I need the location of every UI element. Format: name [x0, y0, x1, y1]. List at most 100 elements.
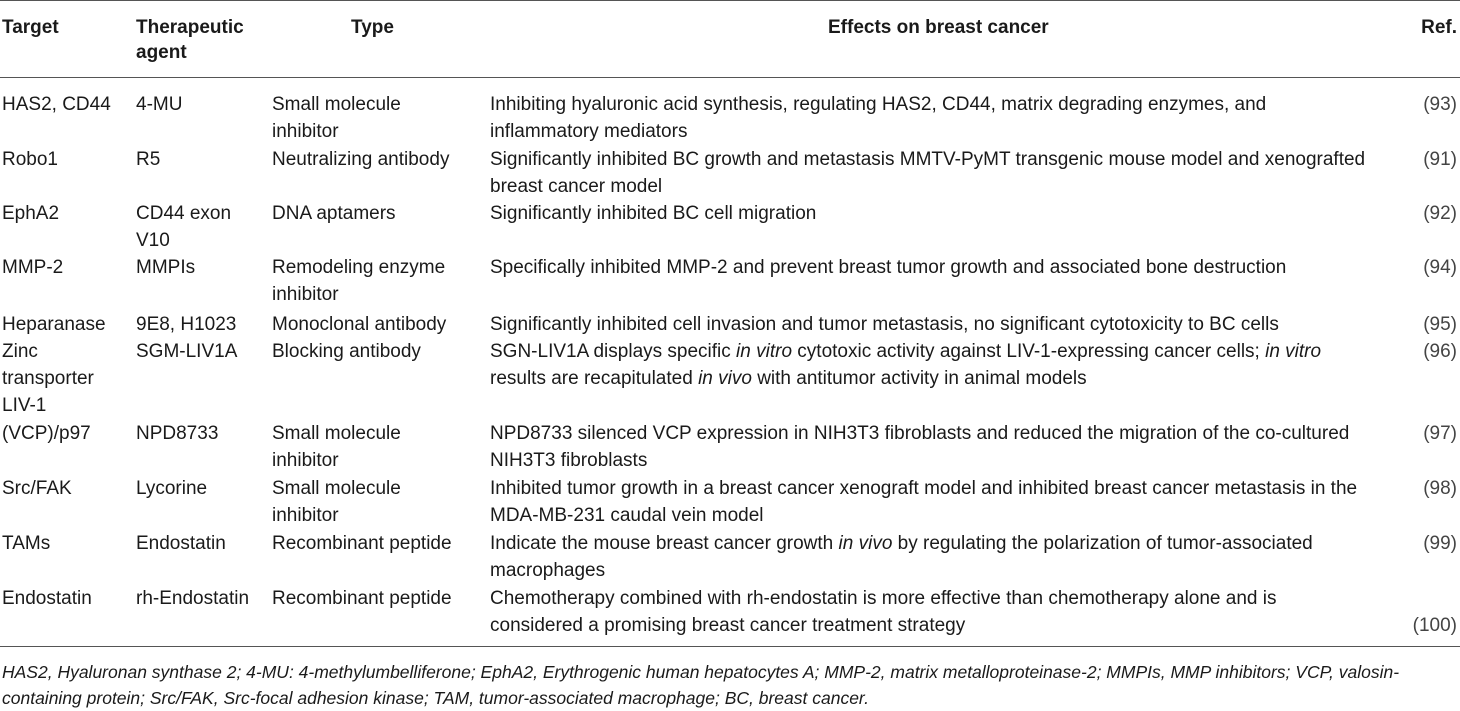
footnote-line-2: containing protein; Src/FAK, Src-focal a…: [2, 688, 869, 708]
top-rule: [0, 0, 1460, 1]
cell-type: Small molecule inhibitor: [272, 91, 401, 145]
cell-target: Endostatin: [2, 585, 92, 612]
cell-target: EphA2: [2, 200, 59, 227]
cell-agent-line: NPD8733: [136, 423, 219, 444]
cell-target-line: Robo1: [2, 149, 58, 170]
cell-type-line: Monoclonal antibody: [272, 314, 447, 335]
cell-target: Src/FAK: [2, 475, 72, 502]
cell-effects-line: Significantly inhibited cell invasion an…: [490, 311, 1279, 338]
effects-text: SGN-LIV1A displays specific: [490, 341, 737, 362]
cell-agent: MMPIs: [136, 254, 195, 281]
cell-target-line: LIV-1: [2, 395, 47, 416]
table-footnote: HAS2, Hyaluronan synthase 2; 4-MU: 4-met…: [2, 659, 1458, 711]
cell-effects: Significantly inhibited BC growth and me…: [490, 146, 1365, 200]
effects-text: inflammatory mediators: [490, 121, 688, 142]
cell-agent: SGM-LIV1A: [136, 338, 237, 365]
cell-target: MMP-2: [2, 254, 63, 281]
effects-text: Inhibiting hyaluronic acid synthesis, re…: [490, 94, 1267, 115]
cell-agent-line: Endostatin: [136, 533, 226, 554]
effects-text: cytotoxic activity against LIV-1-express…: [792, 341, 1266, 362]
effects-text: NPD8733 silenced VCP expression in NIH3T…: [490, 423, 1350, 444]
cell-type-line: Blocking antibody: [272, 341, 421, 362]
cell-agent-line: 4-MU: [136, 94, 183, 115]
cell-effects-line: Inhibited tumor growth in a breast cance…: [490, 475, 1357, 502]
effects-text: MDA-MB-231 caudal vein model: [490, 505, 764, 526]
cell-ref: (91): [1423, 149, 1457, 170]
cell-agent: R5: [136, 146, 160, 173]
header-effects: Effects on breast cancer: [828, 17, 1049, 38]
cell-agent: CD44 exon V10: [136, 200, 231, 254]
header-target: Target: [2, 17, 59, 38]
cell-type-line: Recombinant peptide: [272, 588, 452, 609]
effects-text: Inhibited tumor growth in a breast cance…: [490, 478, 1358, 499]
cell-effects-line: NIH3T3 fibroblasts: [490, 447, 1349, 474]
cell-effects: Inhibiting hyaluronic acid synthesis, re…: [490, 91, 1266, 145]
effects-text: results are recapitulated: [490, 368, 699, 389]
cell-agent-line: SGM-LIV1A: [136, 341, 238, 362]
cell-ref: (95): [1423, 314, 1457, 335]
cell-ref: (93): [1423, 94, 1457, 115]
cell-agent-line: 9E8, H1023: [136, 314, 237, 335]
cell-type: Monoclonal antibody: [272, 311, 446, 338]
effects-text: by regulating the polarization of tumor-…: [892, 533, 1313, 554]
cell-agent-line: V10: [136, 230, 170, 251]
cell-ref: (94): [1423, 257, 1457, 278]
effects-text: NIH3T3 fibroblasts: [490, 450, 648, 471]
effects-text: considered a promising breast cancer tre…: [490, 615, 966, 636]
cell-effects: Indicate the mouse breast cancer growth …: [490, 530, 1313, 584]
cell-type: Recombinant peptide: [272, 585, 452, 612]
cell-effects-line: Significantly inhibited BC growth and me…: [490, 146, 1365, 173]
header-ref: Ref.: [1421, 17, 1457, 38]
cell-type-line: inhibitor: [272, 284, 339, 305]
effects-text: with antitumor activity in animal models: [751, 368, 1087, 389]
effects-text: Significantly inhibited BC cell migratio…: [490, 203, 817, 224]
cell-target: Zinc transporter LIV-1: [2, 338, 94, 419]
cell-type: Neutralizing antibody: [272, 146, 449, 173]
cell-type: Small molecule inhibitor: [272, 475, 401, 529]
cell-ref: (96): [1423, 341, 1457, 362]
header-rule: [0, 77, 1460, 78]
cell-effects: SGN-LIV1A displays specific in vitro cyt…: [490, 338, 1321, 392]
cell-target-line: Endostatin: [2, 588, 92, 609]
footnote-line-1: HAS2, Hyaluronan synthase 2; 4-MU: 4-met…: [2, 662, 1400, 682]
cell-type-line: Remodeling enzyme: [272, 257, 446, 278]
cell-type-line: DNA aptamers: [272, 203, 396, 224]
italic-term: in vitro: [1265, 341, 1322, 362]
cell-effects-line: considered a promising breast cancer tre…: [490, 612, 1276, 639]
cell-effects-line: NPD8733 silenced VCP expression in NIH3T…: [490, 420, 1349, 447]
cell-target: TAMs: [2, 530, 50, 557]
cell-target-line: Src/FAK: [2, 478, 72, 499]
cell-target-line: TAMs: [2, 533, 51, 554]
cell-ref: (92): [1423, 203, 1457, 224]
cell-target-line: EphA2: [2, 203, 60, 224]
cell-type: Recombinant peptide: [272, 530, 452, 557]
bottom-rule: [0, 646, 1460, 647]
cell-type-line: inhibitor: [272, 505, 339, 526]
cell-type: Remodeling enzyme inhibitor: [272, 254, 445, 308]
cell-effects-line: Indicate the mouse breast cancer growth …: [490, 530, 1313, 557]
cell-effects-line: Inhibiting hyaluronic acid synthesis, re…: [490, 91, 1266, 118]
cell-effects-line: Significantly inhibited BC cell migratio…: [490, 200, 816, 227]
cell-effects-line: inflammatory mediators: [490, 118, 1266, 145]
effects-text: Significantly inhibited BC growth and me…: [490, 149, 1366, 170]
effects-text: Significantly inhibited cell invasion an…: [490, 314, 1279, 335]
cell-effects-line: MDA-MB-231 caudal vein model: [490, 502, 1357, 529]
italic-term: in vivo: [838, 533, 893, 554]
effects-text: Chemotherapy combined with rh-endostatin…: [490, 588, 1277, 609]
cell-effects-line: results are recapitulated in vivo with a…: [490, 365, 1321, 392]
italic-term: in vivo: [698, 368, 752, 389]
cell-target: (VCP)/p97: [2, 420, 91, 447]
cell-type-line: Recombinant peptide: [272, 533, 452, 554]
cell-type-line: inhibitor: [272, 450, 339, 471]
cell-effects: Significantly inhibited cell invasion an…: [490, 311, 1279, 338]
cell-target-line: (VCP)/p97: [2, 423, 91, 444]
cell-target-line: Heparanase: [2, 314, 106, 335]
cell-effects-line: Specifically inhibited MMP-2 and prevent…: [490, 254, 1286, 281]
cell-target-line: Zinc: [2, 341, 38, 362]
cell-effects-line: SGN-LIV1A displays specific in vitro cyt…: [490, 338, 1321, 365]
cell-type-line: Small molecule: [272, 94, 401, 115]
cell-ref: (97): [1423, 423, 1457, 444]
cell-agent-line: R5: [136, 149, 161, 170]
cell-agent: 4-MU: [136, 91, 182, 118]
cell-ref: (99): [1423, 533, 1457, 554]
